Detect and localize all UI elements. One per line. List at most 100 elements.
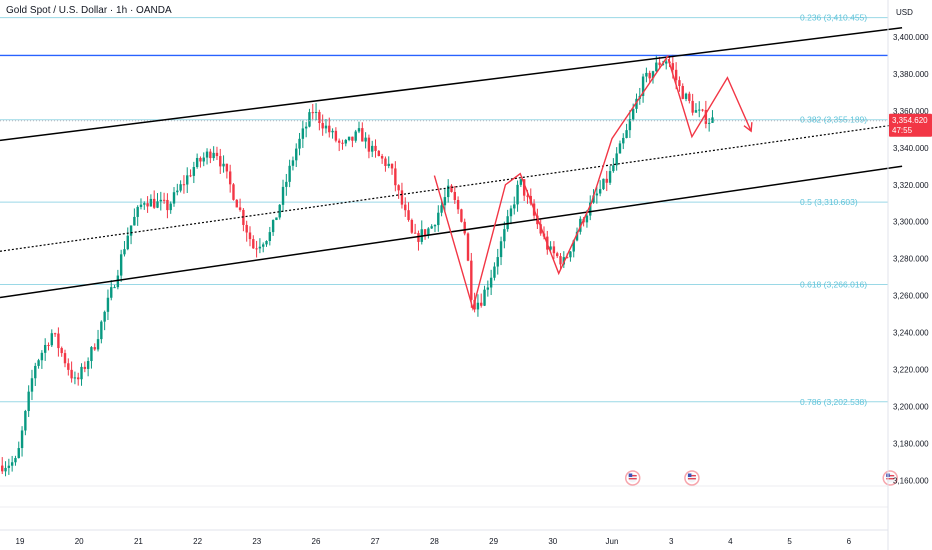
candle-body: [156, 201, 159, 208]
candle-body: [364, 137, 367, 142]
candle-body: [314, 111, 318, 113]
candle-body: [351, 136, 354, 141]
candle-body: [691, 100, 694, 113]
candle-body: [285, 181, 288, 187]
fib-level-label: 0.786 (3,202.538): [800, 397, 867, 407]
candle-body: [698, 109, 701, 111]
candle-body: [509, 208, 513, 217]
candle-body: [433, 225, 437, 227]
y-tick-label: 3,260.000: [893, 292, 929, 301]
candle-body: [413, 232, 417, 234]
x-tick-label: 21: [134, 537, 143, 546]
candle-body: [397, 185, 400, 191]
candle-body: [73, 377, 77, 379]
candle-body: [357, 128, 361, 132]
candle-body: [110, 287, 113, 298]
candle-body: [40, 352, 44, 361]
us-flag-stripe: [687, 475, 696, 477]
x-tick-label: Jun: [606, 537, 619, 546]
grid-layer: [0, 485, 888, 508]
candle-body: [513, 204, 516, 209]
candle-body: [30, 378, 34, 392]
candle-body: [688, 93, 691, 101]
candle-body: [503, 229, 506, 242]
candle-body: [70, 369, 73, 379]
candle-body: [149, 198, 153, 207]
candle-body: [678, 80, 681, 86]
x-tick-label: 29: [489, 537, 498, 546]
candle-body: [100, 321, 103, 340]
candle-body: [463, 221, 466, 234]
candle-body: [318, 111, 321, 123]
y-tick-label: 3,240.000: [893, 329, 929, 338]
us-flag-stripe: [687, 478, 696, 480]
candle-body: [311, 112, 314, 114]
candle-body: [324, 125, 328, 129]
x-tick-label: 19: [16, 537, 25, 546]
candle-body: [496, 257, 499, 267]
candle-body: [219, 156, 222, 167]
us-flag-stripe: [886, 475, 895, 477]
candle-body: [466, 233, 470, 261]
candle-body: [119, 254, 123, 276]
candle-body: [166, 199, 169, 211]
candle-body: [93, 347, 96, 350]
candles-layer: [1, 54, 714, 477]
candle-body: [258, 246, 262, 249]
candle-body: [377, 150, 381, 156]
candle-body: [139, 204, 143, 207]
candle-body: [152, 198, 156, 208]
candle-body: [559, 256, 562, 265]
candle-body: [390, 163, 394, 169]
drawing-layer: [0, 26, 903, 312]
x-tick-label: 3: [669, 537, 674, 546]
candle-body: [291, 160, 295, 166]
events-layer: [624, 470, 898, 486]
candle-body: [7, 465, 11, 468]
candle-body: [565, 257, 569, 259]
fib-level-label: 0.382 (3,355.189): [800, 115, 867, 125]
candle-body: [417, 233, 420, 242]
current-price-label: 3,354.620: [892, 116, 928, 125]
candle-body: [47, 344, 50, 346]
candle-body: [80, 366, 83, 380]
candle-body: [552, 246, 556, 254]
candle-body: [298, 138, 301, 149]
x-tick-label: 23: [252, 537, 261, 546]
y-tick-label: 3,180.000: [893, 439, 929, 448]
fib-level-label: 0.5 (3,310.603): [800, 197, 858, 207]
candle-body: [182, 184, 186, 186]
fib-level-label: 0.618 (3,266.016): [800, 279, 867, 289]
candle-body: [519, 179, 523, 185]
candle-body: [212, 152, 215, 159]
us-flag-canton: [628, 473, 633, 477]
candle-body: [354, 131, 357, 141]
candle-body: [328, 125, 331, 133]
candle-body: [146, 203, 149, 207]
candle-body: [516, 184, 519, 205]
candle-body: [572, 240, 575, 252]
candle-body: [374, 145, 377, 151]
candle-body: [476, 302, 480, 310]
candle-body: [575, 231, 579, 241]
candle-body: [255, 248, 258, 250]
fib-level-label: 0.236 (3,410.455): [800, 13, 867, 23]
y-tick-label: 3,300.000: [893, 218, 929, 227]
candle-body: [674, 69, 678, 81]
candle-body: [665, 61, 668, 64]
candle-body: [308, 112, 311, 127]
candle-body: [60, 348, 63, 354]
candle-body: [245, 224, 248, 233]
x-tick-label: 30: [548, 537, 557, 546]
candle-body: [20, 430, 24, 449]
candle-body: [631, 108, 635, 120]
candle-body: [483, 289, 486, 306]
candle-body: [215, 152, 219, 157]
candle-body: [34, 365, 37, 379]
y-tick-label: 3,200.000: [893, 402, 929, 411]
candle-body: [238, 207, 242, 210]
candle-body: [387, 163, 390, 166]
candle-body: [361, 128, 364, 142]
candle-body: [658, 62, 661, 66]
